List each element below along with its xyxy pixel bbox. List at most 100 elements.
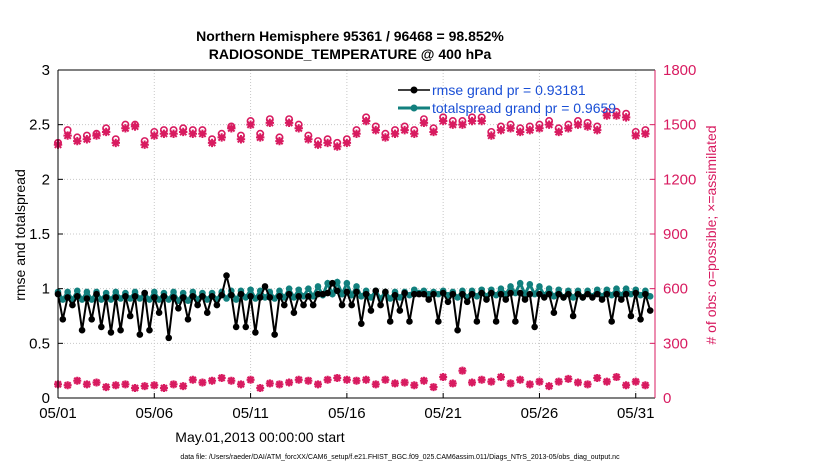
axes <box>57 69 656 399</box>
totalspread-point <box>300 293 307 300</box>
rmse-point <box>271 331 278 338</box>
totalspread-point <box>295 286 303 294</box>
assimilated-obs-lower-point <box>236 380 245 389</box>
assimilated-obs-lower-point <box>82 380 91 389</box>
y-axis-label: rmse and totalspread <box>12 169 28 301</box>
assimilated-obs-lower-point <box>448 379 457 388</box>
rmse-point <box>232 323 240 331</box>
assimilated-obs-point <box>101 127 111 137</box>
rmse-point <box>362 290 370 298</box>
rmse-point <box>560 294 567 301</box>
rmse-point <box>199 293 206 300</box>
assimilated-obs-lower-point <box>198 378 207 387</box>
rmse-point <box>579 294 587 301</box>
assimilated-obs-lower-point <box>246 375 255 384</box>
rmse-point <box>473 318 481 325</box>
assimilated-obs-point <box>342 138 352 148</box>
totalspread-point <box>324 279 331 287</box>
assimilated-obs-lower-point <box>294 375 303 384</box>
rmse-point <box>593 290 601 298</box>
totalspread-point <box>536 283 543 290</box>
data-file-note: data file: /Users/raeder/DAI/ATM_forcXX/… <box>180 454 620 461</box>
rmse-point <box>632 289 640 297</box>
assimilated-obs-lower-point <box>333 373 342 382</box>
rmse-point <box>584 290 591 298</box>
assimilated-obs-lower-point <box>275 380 284 389</box>
assimilated-obs-point <box>333 142 342 151</box>
assimilated-obs-point <box>631 131 640 140</box>
assimilated-obs-point <box>400 125 409 135</box>
legend-label-totalspread: totalspread grand pr = 0.9659 <box>432 100 616 116</box>
rmse-point <box>459 290 466 298</box>
totalspread-point <box>73 287 81 295</box>
assimilated-obs-point <box>304 135 313 144</box>
totalspread-point <box>285 285 293 292</box>
assimilated-obs-lower-point <box>496 373 505 382</box>
rmse-point <box>483 296 490 303</box>
assimilated-obs-lower-point <box>73 376 82 385</box>
assimilated-obs-point <box>496 125 506 135</box>
assimilated-obs-lower-point <box>159 383 168 392</box>
totalspread-point <box>613 285 620 292</box>
assimilated-obs-lower-point <box>188 375 197 384</box>
rmse-point <box>444 298 452 306</box>
rmse-point <box>372 287 380 295</box>
totalspread-point <box>343 279 351 287</box>
assimilated-obs-lower-point <box>410 381 419 390</box>
rmse-point <box>536 290 543 298</box>
rmse-point <box>256 294 264 301</box>
assimilated-obs-lower-point <box>323 375 332 384</box>
rmse-point <box>165 334 173 342</box>
rmse-point <box>276 293 283 300</box>
assimilated-obs-lower-point <box>487 377 496 386</box>
rmse-line <box>57 275 652 339</box>
x-axis-label: May.01,2013 00:00:00 start <box>175 429 345 445</box>
assimilated-obs-lower-point <box>602 377 611 386</box>
assimilated-obs-point <box>371 125 380 135</box>
rmse-point <box>300 301 307 309</box>
totalspread-point <box>64 288 71 296</box>
assimilated-obs-lower-point <box>102 383 111 392</box>
totalspread-point <box>150 288 158 296</box>
rmse-point <box>64 294 71 301</box>
totalspread-point <box>232 296 240 303</box>
rmse-point <box>646 307 654 314</box>
assimilated-obs-point <box>612 111 621 120</box>
rmse-point <box>329 279 336 287</box>
rmse-point <box>358 320 365 327</box>
totalspread-point <box>348 291 355 299</box>
rmse-point <box>122 293 129 300</box>
rmse-point <box>589 294 596 301</box>
assimilated-obs-point <box>313 140 323 149</box>
rmse-point <box>136 331 144 338</box>
y2-tick-label: 300 <box>663 335 688 352</box>
rmse-point <box>420 290 428 298</box>
rmse-point <box>141 289 148 297</box>
rmse-point <box>555 290 563 298</box>
assimilated-obs-lower-point <box>573 378 582 387</box>
assimilated-obs-lower-point <box>256 383 265 392</box>
rmse-point <box>112 294 120 301</box>
assimilated-obs-lower-point <box>545 382 554 391</box>
rmse-point <box>175 305 182 312</box>
totalspread-point <box>367 294 375 301</box>
rmse-point <box>107 329 115 336</box>
rmse-point <box>603 290 611 298</box>
assimilated-obs-point <box>467 116 477 126</box>
y2-tick-label: 1800 <box>663 62 696 79</box>
rmse-point <box>194 301 201 309</box>
assimilated-obs-point <box>352 129 361 138</box>
totalspread-point <box>203 296 211 303</box>
assimilated-obs-lower-point <box>631 377 640 386</box>
legend-marker-rmse <box>410 86 418 94</box>
rmse-point <box>247 293 254 300</box>
assimilated-obs-lower-point <box>400 378 409 387</box>
assimilated-obs-point <box>188 129 198 138</box>
totalspread-point <box>569 294 577 301</box>
assimilated-obs-lower-point <box>121 380 130 389</box>
rmse-point <box>439 289 447 297</box>
totalspread-point <box>386 295 394 302</box>
assimilated-obs-lower-point <box>131 383 140 392</box>
assimilated-obs-lower-point <box>419 376 428 385</box>
rmse-point <box>93 290 100 298</box>
